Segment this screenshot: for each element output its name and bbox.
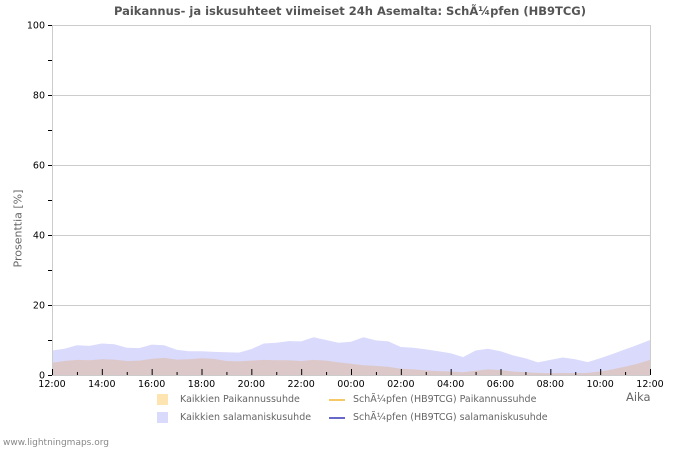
svg-text:22:00: 22:00 [287,379,314,390]
svg-text:20:00: 20:00 [238,379,265,390]
x-axis-label: Aika [626,390,651,404]
legend-label-station-lightning: SchÃ¼pfen (HB9TCG) salamaniskusuhde [353,412,548,423]
x-axis-ticks: 12:00 14:00 16:00 18:00 20:00 22:00 00:00 02:00… [38,369,664,390]
svg-text:18:00: 18:00 [188,379,215,390]
y-axis-ticks: 0 20 40 60 80 100 [27,21,52,382]
legend-swatch-all-lightning [157,412,168,423]
svg-text:10:00: 10:00 [586,379,613,390]
svg-text:12:00: 12:00 [38,379,65,390]
legend-label-all-lightning: Kaikkien salamaniskusuhde [180,412,312,423]
svg-text:40: 40 [33,231,45,242]
svg-text:14:00: 14:00 [88,379,115,390]
legend-line-station-lightning [329,417,345,419]
legend-label-station-location: SchÃ¼pfen (HB9TCG) Paikannussuhde [353,394,537,405]
svg-text:80: 80 [33,91,45,102]
svg-text:02:00: 02:00 [387,379,414,390]
svg-text:04:00: 04:00 [437,379,464,390]
svg-text:08:00: 08:00 [537,379,564,390]
svg-text:00:00: 00:00 [337,379,364,390]
legend-line-station-location [329,399,345,401]
svg-text:06:00: 06:00 [487,379,514,390]
svg-text:100: 100 [27,21,45,32]
legend-label-all-location: Kaikkien Paikannussuhde [180,394,300,405]
grid-lines [52,25,650,306]
svg-text:12:00: 12:00 [636,379,663,390]
svg-text:20: 20 [33,301,45,312]
chart-title: Paikannus- ja iskusuhteet viimeiset 24h … [113,4,587,18]
legend-swatch-all-location [157,394,168,405]
axes [52,25,651,376]
svg-text:0: 0 [39,371,45,382]
svg-text:60: 60 [33,161,45,172]
svg-text:16:00: 16:00 [138,379,165,390]
footer-site-link[interactable]: www.lightningmaps.org [3,438,109,448]
y-axis-label: Prosenttia [%] [11,189,25,268]
